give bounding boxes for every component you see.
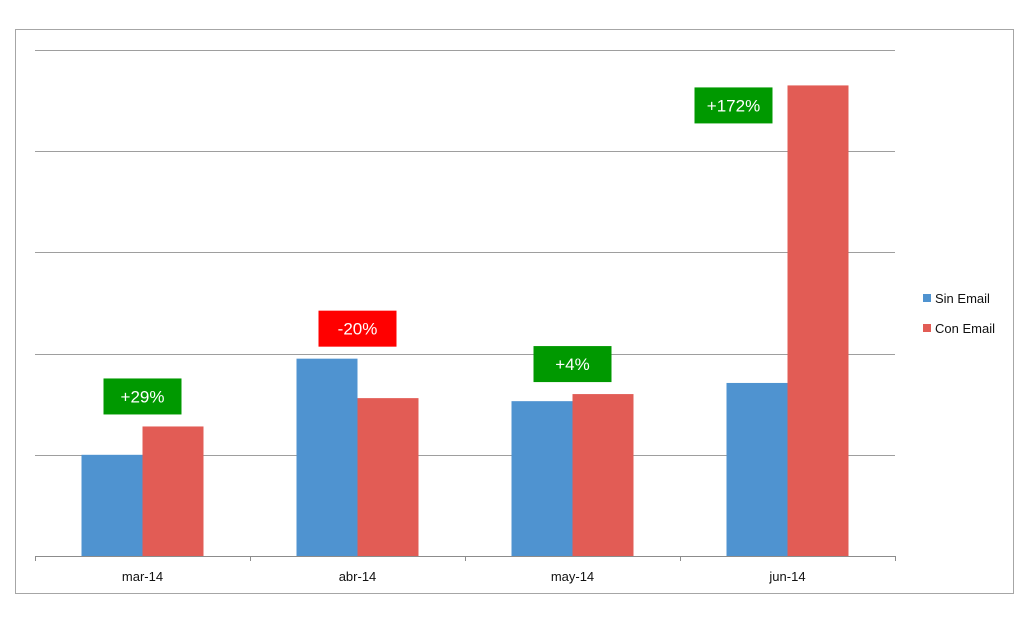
change-badge-bg [103, 378, 182, 415]
x-tick-label: abr-14 [339, 569, 377, 584]
legend-swatch [923, 294, 931, 302]
change-badge-label: -20% [338, 320, 378, 339]
chart-frame: mar-14 abr-14 may-14 jun-14 +29% -20% +4% +172… [15, 29, 1014, 594]
bar-chart: mar-14 abr-14 may-14 jun-14 +29% -20% +4% +172… [35, 50, 995, 584]
change-badge-label: +4% [555, 355, 590, 374]
bar-con-email [142, 426, 204, 556]
x-axis: mar-14 abr-14 may-14 jun-14 [35, 556, 896, 584]
legend-swatch [923, 324, 931, 332]
legend-item: Sin Email [923, 291, 990, 306]
change-annotations: +29% -20% +4% +172% [103, 87, 773, 415]
bar-sin-email [511, 401, 573, 556]
legend-label: Con Email [935, 321, 995, 336]
x-tick-label: jun-14 [768, 569, 805, 584]
legend-label: Sin Email [935, 291, 990, 306]
x-tick-label: mar-14 [122, 569, 163, 584]
bar-con-email [357, 398, 419, 556]
x-tick-label: may-14 [551, 569, 594, 584]
change-badge-bg [318, 310, 397, 347]
bar-con-email [572, 394, 634, 556]
bar-con-email [787, 85, 849, 557]
legend-item: Con Email [923, 321, 995, 336]
bar-sin-email [81, 454, 143, 556]
bar-sin-email [296, 358, 358, 556]
legend: Sin Email Con Email [923, 291, 995, 336]
change-badge: -20% [318, 310, 397, 347]
change-badge-label: +172% [707, 96, 760, 115]
change-badge-bg [694, 87, 773, 124]
change-badge-label: +29% [121, 387, 165, 406]
change-badge: +172% [694, 87, 773, 124]
bars [81, 85, 849, 557]
bar-sin-email [726, 382, 788, 556]
change-badge-bg [533, 346, 612, 383]
change-badge: +4% [533, 346, 612, 383]
change-badge: +29% [103, 378, 182, 415]
